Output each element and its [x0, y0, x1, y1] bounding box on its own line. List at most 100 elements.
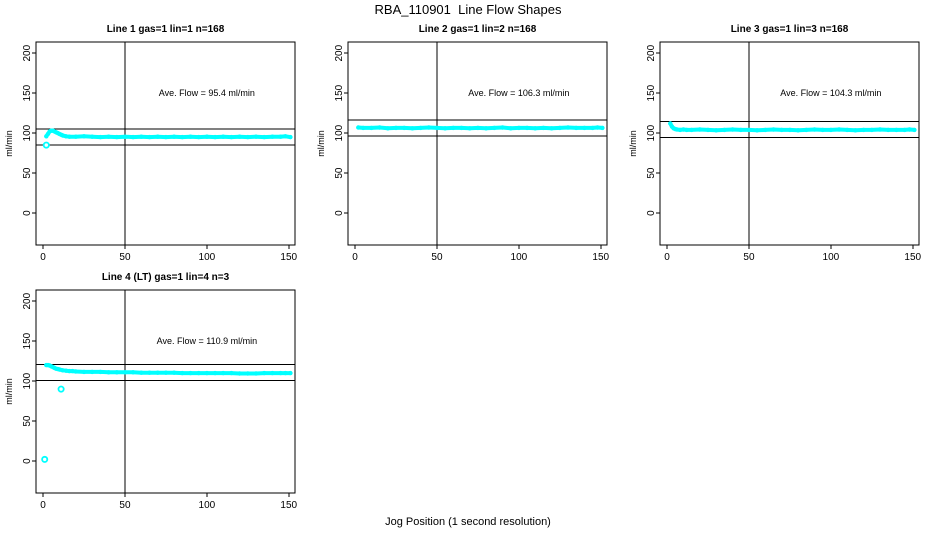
flow-point	[90, 369, 95, 375]
flow-point	[677, 127, 683, 133]
plot-box	[35, 41, 296, 246]
flow-point	[442, 126, 448, 131]
subplot-title: Line 2 gas=1 lin=2 n=168	[419, 24, 537, 35]
flow-point	[57, 367, 62, 372]
flow-point	[171, 134, 177, 139]
flow-point	[229, 134, 234, 140]
y-tick-label: 50	[22, 415, 33, 427]
x-tick-label: 50	[743, 252, 755, 263]
shared-x-axis-label: Jog Position (1 second resolution)	[385, 516, 551, 528]
flow-point	[402, 125, 407, 131]
flow-point	[155, 370, 160, 375]
x-tick-label: 50	[119, 252, 131, 263]
flow-point	[204, 134, 210, 139]
y-tick-label: 50	[646, 167, 657, 179]
flow-point	[237, 371, 242, 376]
y-tick-label: 150	[334, 84, 345, 101]
flow-point	[130, 134, 136, 140]
flow-point	[229, 370, 234, 376]
flow-point	[221, 134, 226, 139]
flow-point	[245, 134, 250, 140]
outlier-point	[42, 141, 50, 149]
flow-point	[689, 127, 694, 133]
flow-point	[163, 370, 169, 375]
flow-point	[697, 127, 702, 132]
flow-point	[385, 126, 390, 131]
flow-point	[451, 125, 456, 131]
figure-title: RBA_110901 Line Flow Shapes	[374, 2, 562, 17]
flow-point	[283, 370, 288, 376]
flow-point	[524, 125, 530, 131]
subplot-1-svg: 0 50 100 150 0 50 100 150 200 ml/min Line 1 gas=1 …	[4, 24, 298, 263]
flow-point	[262, 370, 267, 376]
flow-point	[245, 371, 250, 376]
flow-point	[722, 127, 727, 133]
flow-point	[500, 125, 505, 130]
flow-point	[600, 125, 605, 131]
flow-point	[283, 134, 288, 139]
flow-point	[877, 127, 883, 132]
outlier-point	[41, 455, 49, 463]
flow-point	[114, 134, 120, 140]
flow-point	[684, 127, 689, 133]
flow-point	[590, 125, 595, 131]
flow-point	[139, 134, 144, 139]
flow-point	[63, 368, 69, 373]
subplot-4-svg: 0 50 100 150 0 50 100 150 200 ml/min Line 4 (LT) g…	[4, 272, 298, 511]
flow-point	[533, 126, 538, 131]
flow-point	[459, 125, 464, 131]
flow-point	[902, 127, 907, 133]
flow-point	[565, 125, 571, 130]
y-tick-label: 100	[22, 124, 33, 141]
y-tick-label: 200	[334, 44, 345, 61]
flow-point	[106, 134, 111, 139]
flow-point	[907, 127, 912, 132]
flow-point	[278, 134, 283, 139]
flow-point	[836, 127, 842, 132]
flow-point	[147, 370, 152, 375]
flow-point	[418, 125, 423, 131]
flow-point	[288, 134, 293, 140]
flow-point	[171, 370, 177, 375]
flow-point	[60, 368, 65, 373]
x-tick-label: 100	[199, 500, 216, 511]
flow-point	[98, 369, 103, 375]
flow-point	[139, 370, 144, 375]
ave-flow-label: Ave. Flow = 95.4 ml/min	[159, 88, 255, 98]
y-tick-label: 100	[22, 372, 33, 389]
plot-box	[35, 289, 296, 494]
flow-point	[681, 127, 686, 132]
ave-flow-label: Ave. Flow = 104.3 ml/min	[780, 88, 881, 98]
x-tick-label: 0	[664, 252, 670, 263]
flow-point	[155, 134, 160, 139]
y-tick-label: 200	[22, 44, 33, 61]
flow-point	[549, 126, 554, 131]
flow-point	[393, 125, 399, 131]
flow-point	[188, 370, 193, 376]
flow-point	[754, 128, 760, 133]
flow-point	[122, 370, 128, 375]
flow-point	[130, 370, 136, 375]
flow-point	[894, 127, 899, 133]
subplot-line-4: 0 50 100 150 0 50 100 150 200 ml/min Line 4 (LT) g…	[0, 262, 312, 512]
flow-point	[212, 134, 218, 140]
flow-point	[253, 134, 259, 139]
ave-flow-label: Ave. Flow = 106.3 ml/min	[468, 88, 569, 98]
y-tick-label: 50	[22, 167, 33, 179]
flow-point	[196, 134, 201, 140]
subplot-title: Line 1 gas=1 lin=1 n=168	[107, 24, 225, 35]
flow-point	[779, 127, 784, 133]
flow-point	[475, 125, 481, 131]
x-tick-label: 150	[592, 252, 609, 263]
flow-point	[278, 370, 283, 376]
subplot-line-2: 0 50 100 150 0 50 100 150 200 ml/min Line 2 gas=1 …	[312, 14, 624, 264]
flow-point	[410, 126, 415, 131]
y-tick-label: 200	[646, 44, 657, 61]
flow-point	[60, 133, 65, 138]
y-axis-title: ml/min	[316, 130, 326, 157]
y-tick-label: 0	[22, 210, 33, 216]
flow-point	[582, 125, 587, 131]
flow-point	[180, 370, 185, 376]
y-axis-title: ml/min	[628, 130, 638, 157]
